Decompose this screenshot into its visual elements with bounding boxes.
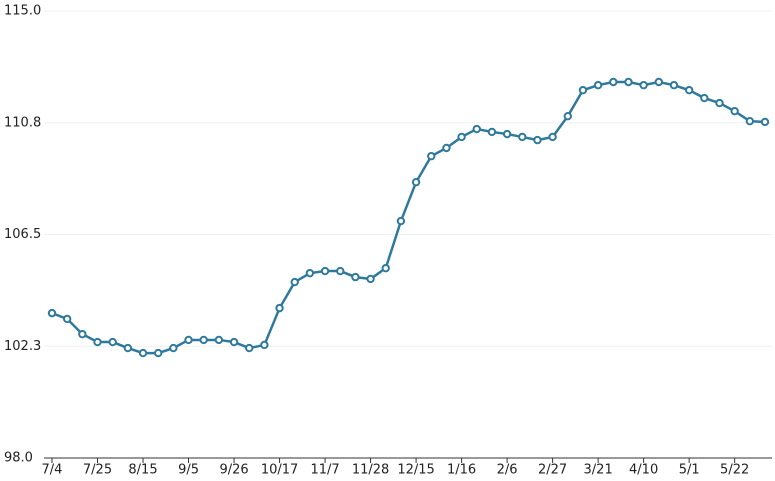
point bbox=[760, 117, 770, 127]
point bbox=[411, 177, 421, 187]
point bbox=[518, 132, 527, 142]
x-tick-label: 12/15 bbox=[397, 463, 434, 478]
point bbox=[533, 135, 542, 145]
x-tick-label: 9/26 bbox=[219, 463, 248, 478]
point bbox=[427, 151, 436, 161]
point bbox=[609, 77, 618, 87]
point bbox=[78, 329, 87, 339]
point bbox=[62, 314, 72, 324]
x-tick-label: 10/17 bbox=[261, 463, 298, 478]
x-tick-label: 5/22 bbox=[720, 463, 749, 478]
point bbox=[275, 303, 284, 313]
y-tick-label: 110.8 bbox=[4, 115, 41, 130]
point bbox=[745, 116, 755, 126]
point bbox=[366, 274, 375, 284]
point bbox=[351, 272, 360, 282]
x-tick-label: 11/7 bbox=[310, 463, 339, 478]
point bbox=[290, 277, 299, 287]
x-tick-label: 4/10 bbox=[629, 463, 658, 478]
point bbox=[138, 348, 148, 358]
point bbox=[320, 266, 330, 276]
point bbox=[487, 127, 497, 137]
point bbox=[108, 337, 117, 347]
x-tick-label: 5/1 bbox=[679, 463, 700, 478]
point bbox=[578, 85, 588, 95]
x-tick-label: 9/5 bbox=[178, 463, 199, 478]
point bbox=[669, 80, 679, 90]
x-tick-label: 2/27 bbox=[538, 463, 567, 478]
y-tick-label: 115.0 bbox=[4, 4, 41, 19]
point bbox=[381, 263, 390, 273]
point bbox=[214, 335, 224, 345]
point bbox=[472, 124, 481, 134]
y-tick-label: 106.5 bbox=[4, 227, 41, 242]
point bbox=[639, 80, 648, 90]
point bbox=[442, 143, 451, 153]
point bbox=[396, 216, 406, 226]
point bbox=[123, 343, 133, 353]
x-tick-label: 3/21 bbox=[584, 463, 613, 478]
point bbox=[502, 129, 512, 139]
point bbox=[336, 266, 345, 276]
point bbox=[730, 106, 739, 116]
point bbox=[184, 335, 193, 345]
x-tick-label: 8/15 bbox=[128, 463, 157, 478]
point bbox=[47, 308, 57, 318]
point bbox=[93, 337, 102, 347]
point bbox=[457, 132, 466, 142]
point bbox=[245, 343, 254, 353]
point bbox=[563, 111, 572, 121]
x-tick-label: 7/25 bbox=[83, 463, 112, 478]
point bbox=[715, 98, 724, 108]
point bbox=[153, 348, 163, 358]
x-tick-label: 2/6 bbox=[497, 463, 518, 478]
point bbox=[700, 93, 709, 103]
point bbox=[624, 77, 633, 87]
x-tick-label: 11/28 bbox=[352, 463, 389, 478]
point bbox=[654, 77, 664, 87]
point bbox=[593, 80, 603, 90]
point bbox=[684, 85, 694, 95]
x-tick-label: 1/16 bbox=[447, 463, 476, 478]
point bbox=[305, 268, 315, 278]
point bbox=[199, 335, 208, 345]
point bbox=[229, 337, 239, 347]
point bbox=[260, 340, 269, 350]
y-tick-label: 102.3 bbox=[4, 339, 41, 354]
x-tick-label: 7/4 bbox=[42, 463, 63, 478]
point bbox=[548, 132, 557, 142]
point bbox=[169, 343, 178, 353]
y-tick-label: 98.0 bbox=[4, 451, 33, 466]
